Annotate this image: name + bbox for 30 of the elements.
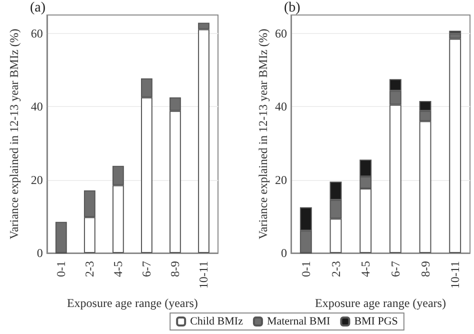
x-tick-label: 0-1	[298, 261, 313, 277]
chart-title: (b)	[284, 0, 301, 16]
x-tick-label: 0-1	[54, 261, 68, 277]
x-tick-label: 4-5	[358, 261, 373, 277]
y-tick-label: 20	[30, 172, 43, 187]
y-tick-label: 20	[275, 172, 287, 187]
x-tick-label: 6-7	[140, 261, 154, 277]
x-tick-label: 2-3	[328, 261, 343, 277]
y-tick-label: 40	[30, 100, 43, 114]
bar	[55, 222, 67, 253]
x-tick-label: 8-9	[418, 261, 432, 277]
y-tick-label: 0	[281, 246, 287, 260]
x-tick-label: 10-11	[448, 261, 462, 289]
y-tick-label: 60	[275, 26, 287, 40]
y-tick-label: 0	[36, 246, 43, 260]
y-tick-label: 40	[275, 100, 287, 114]
x-tick-label: 2-3	[82, 261, 97, 277]
x-axis-title: Exposure age range (years)	[315, 296, 446, 310]
legend-label: Child BMIz	[190, 316, 244, 328]
y-axis-title: Variance explained in 12-13 year BMIz (%)	[256, 28, 270, 240]
legend-label: BMI PGS	[354, 316, 398, 328]
x-axis-title: Exposure age range (years)	[66, 296, 198, 310]
x-tick-label: 4-5	[111, 261, 126, 277]
chart-title: (a)	[30, 0, 46, 16]
x-tick-label: 10-11	[196, 261, 211, 289]
y-tick-label: 60	[30, 26, 43, 40]
x-tick-label: 8-9	[168, 261, 182, 277]
x-tick-label: 6-7	[388, 261, 402, 277]
y-axis-title: Variance explained in 12-13 year BMIz (%)	[7, 28, 21, 240]
legend-label: Maternal BMI	[266, 316, 331, 328]
